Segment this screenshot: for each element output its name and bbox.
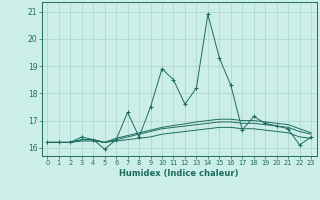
X-axis label: Humidex (Indice chaleur): Humidex (Indice chaleur) <box>119 169 239 178</box>
